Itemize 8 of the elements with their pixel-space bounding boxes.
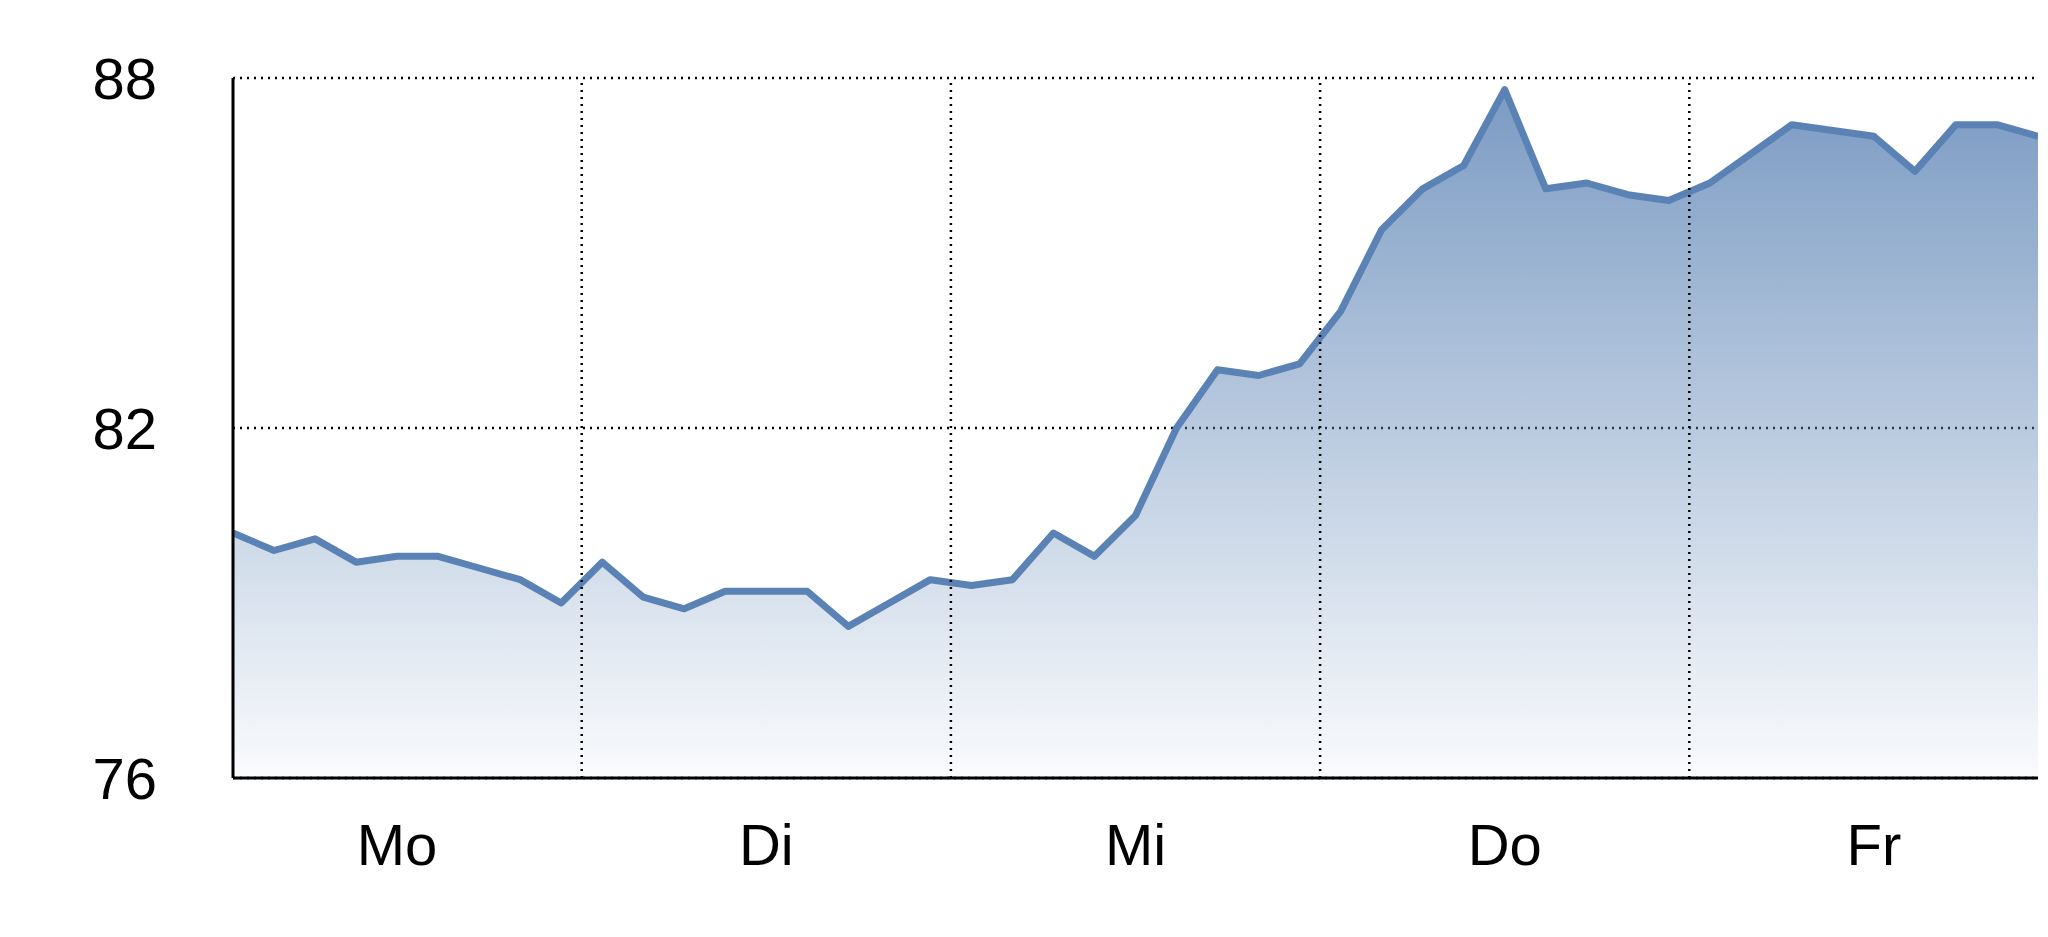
- y-tick-label: 88: [92, 45, 157, 111]
- x-tick-label: Di: [738, 812, 794, 878]
- y-tick-label: 82: [92, 395, 157, 461]
- x-tick-label: Mi: [1104, 812, 1167, 878]
- x-tick-label: Do: [1467, 812, 1542, 878]
- x-tick-label: Fr: [1846, 812, 1902, 878]
- y-tick-label: 76: [92, 745, 157, 811]
- x-tick-label: Mo: [356, 812, 438, 878]
